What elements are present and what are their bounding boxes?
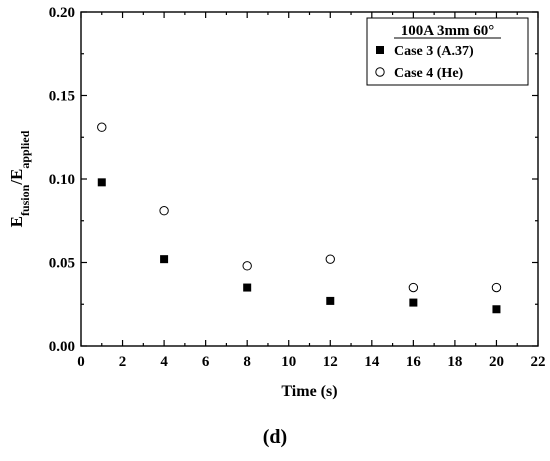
x-tick-label: 0	[77, 354, 85, 370]
point-case3	[243, 283, 252, 292]
x-tick-label: 6	[202, 354, 210, 370]
point-case3	[492, 305, 501, 314]
x-tick-label: 12	[323, 354, 338, 370]
point-case4	[491, 282, 502, 293]
x-tick-label: 14	[364, 354, 380, 370]
legend-label-case4: Case 4 (He)	[394, 66, 464, 81]
x-tick-label: 2	[119, 354, 127, 370]
x-tick-label: 22	[531, 354, 546, 370]
legend-label-case3: Case 3 (A.37)	[394, 44, 474, 59]
point-case3	[409, 298, 418, 307]
x-axis-title: Time (s)	[281, 383, 337, 400]
y-tick-label: 0.05	[49, 256, 75, 272]
x-tick-label: 4	[160, 354, 168, 370]
x-tick-label: 16	[406, 354, 422, 370]
point-case4	[159, 206, 169, 216]
legend-marker-case3	[376, 46, 384, 54]
point-case4	[325, 254, 335, 264]
point-case3	[97, 178, 106, 187]
x-tick-label: 10	[281, 354, 296, 370]
y-axis-title-main: E	[7, 216, 26, 227]
x-tick-label: 8	[243, 354, 251, 370]
y-tick-label: 0.10	[49, 172, 75, 188]
x-tick-label: 18	[447, 354, 462, 370]
point-case3	[160, 255, 169, 264]
point-case4	[242, 261, 252, 271]
y-tick-label: 0.15	[49, 89, 75, 105]
panel-label: (d)	[263, 426, 287, 448]
y-tick-label: 0.20	[49, 5, 75, 21]
legend: 100A 3mm 60° Case 3 (A.37) Case 4 (He)	[366, 17, 529, 86]
y-axis-title: Efusion/Eapplied	[7, 130, 32, 227]
points-layer	[97, 122, 502, 314]
point-case3	[326, 296, 335, 305]
x-tick-label: 20	[489, 354, 504, 370]
y-tick-label: 0.00	[49, 339, 75, 355]
legend-box	[366, 17, 529, 86]
point-case4	[97, 122, 107, 132]
ticks-layer: 0 2 4 6 8 10 12 14 16 18 20 22 0.00 0.05 0.10 0.15 0.20	[49, 5, 546, 370]
y-axis-title-sub2: applied	[18, 130, 32, 168]
y-axis-title-sub1: fusion	[18, 184, 32, 216]
point-case4	[408, 282, 419, 293]
legend-marker-case4	[375, 67, 385, 77]
legend-title: 100A 3mm 60°	[401, 23, 495, 39]
y-axis-title-sep: /E	[7, 169, 26, 186]
